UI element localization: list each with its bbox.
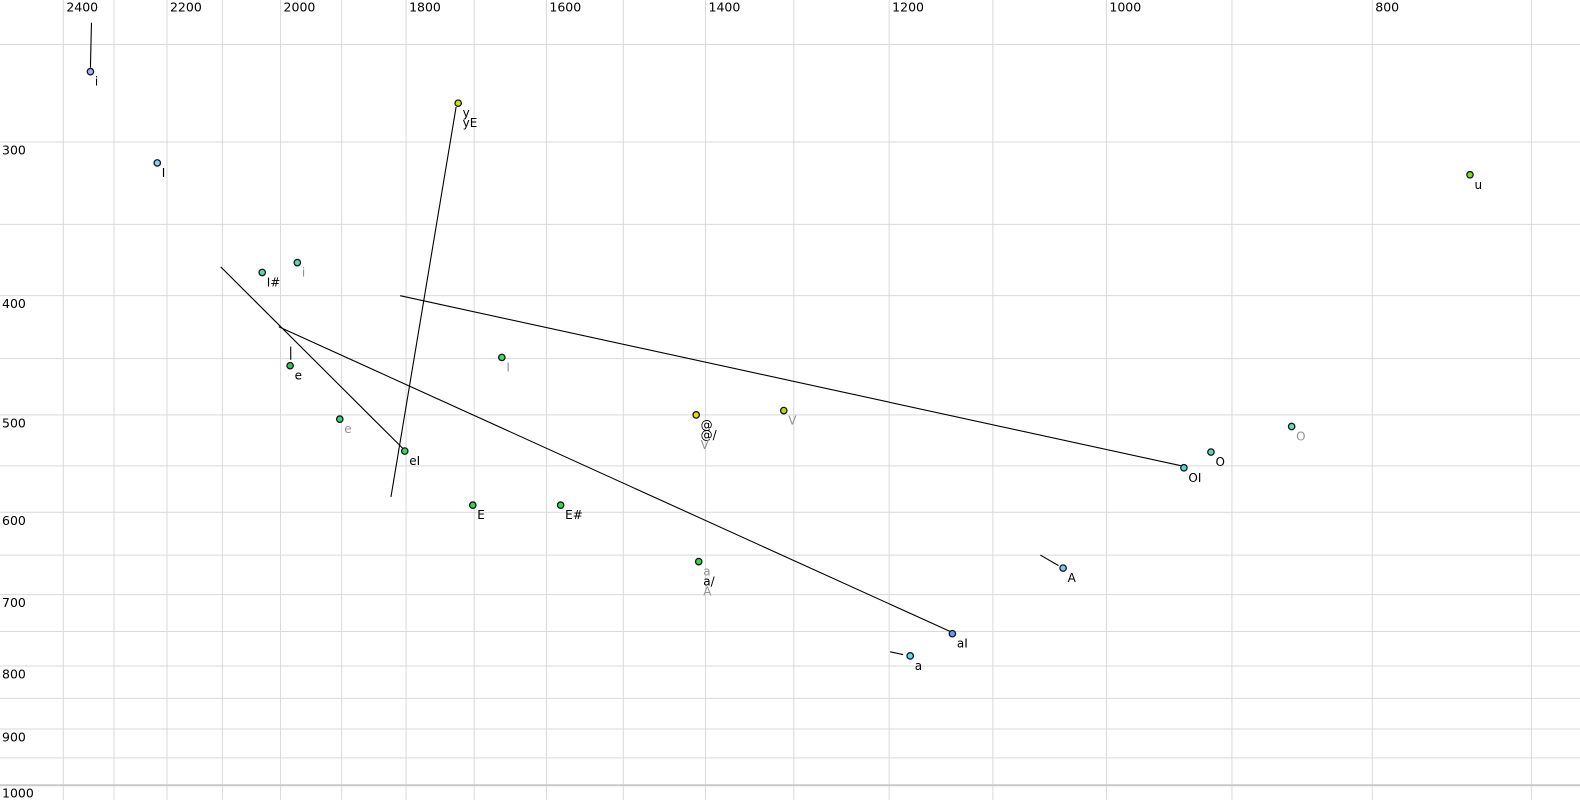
vowel-label-E-hash: E#	[565, 508, 583, 522]
vowel-label-y-1: y	[463, 106, 470, 120]
vowel-label-schwa-3: V	[701, 438, 710, 452]
vowel-label-schwa-2: @/	[701, 428, 718, 442]
trajectory-line-y	[390, 106, 457, 498]
vowel-point-e-black	[286, 361, 294, 370]
y-axis-tick-label: 800	[2, 667, 26, 682]
vowel-point-I-hash	[258, 268, 267, 277]
trajectory-line-a-low	[890, 651, 904, 656]
vowel-label-I-hash: I#	[267, 275, 281, 289]
vowel-label-i-high: i	[95, 75, 98, 89]
trajectory-line-eI	[220, 266, 404, 450]
trajectory-line-i-high	[89, 22, 93, 68]
vowel-point-E	[468, 501, 477, 509]
vowel-label-a-slash-2: a/	[703, 575, 715, 589]
vowel-label-schwa-1: @	[701, 418, 713, 432]
vowel-label-aI: aI	[957, 637, 968, 651]
trajectory-line-A	[1040, 554, 1059, 567]
y-axis-tick-label: 700	[2, 595, 26, 610]
vowel-label-A: A	[1068, 571, 1077, 585]
vowel-label-eI: eI	[409, 454, 420, 468]
x-axis-tick-label: 1200	[892, 0, 924, 15]
trajectory-line-aI	[278, 326, 951, 633]
vowel-label-i-mid: i	[302, 266, 305, 280]
vowel-label-I-high: I	[162, 166, 166, 180]
vowel-point-OI	[1180, 463, 1188, 472]
vowel-point-y	[454, 99, 463, 108]
vowel-point-a-slash	[694, 557, 703, 566]
vowel-label-u: u	[1474, 178, 1482, 192]
vowel-point-E-hash	[556, 501, 565, 509]
x-axis-tick-label: 800	[1375, 0, 1399, 15]
vowel-label-OI: OI	[1188, 471, 1201, 485]
vowel-point-aI	[948, 629, 957, 638]
vowel-label-O-black: O	[1215, 455, 1224, 469]
vowel-point-A	[1059, 564, 1067, 572]
y-axis-tick-label: 400	[2, 296, 26, 311]
vowel-point-schwa	[692, 411, 701, 419]
vowel-point-i-mid	[293, 258, 302, 267]
vowel-label-e-gray: e	[344, 422, 351, 436]
x-axis-tick-label: 2400	[66, 0, 98, 15]
vowel-point-eI	[400, 447, 409, 455]
vowel-point-O-gray	[1287, 422, 1296, 431]
x-axis-tick-label: 1000	[1109, 0, 1141, 15]
vowel-point-i-high	[86, 67, 95, 76]
y-axis-tick-label: 300	[2, 142, 26, 157]
y-axis-tick-label: 600	[2, 513, 26, 528]
vowel-label-a-slash-3: A	[703, 585, 712, 599]
vowel-point-V	[779, 406, 788, 415]
x-axis-tick-label: 1600	[549, 0, 581, 15]
vowel-point-O-black	[1207, 448, 1215, 456]
vowel-label-V: V	[788, 414, 797, 428]
y-axis-tick-label: 500	[2, 415, 26, 430]
y-axis-tick-label: 900	[2, 729, 26, 744]
y-axis-tick-label: 1000	[2, 786, 34, 800]
x-axis-tick-label: 1400	[709, 0, 741, 15]
vowel-point-e-gray	[335, 415, 344, 424]
x-axis-tick-label: 2000	[284, 0, 316, 15]
x-axis-tick-label: 2200	[170, 0, 202, 15]
vowel-point-I-high	[153, 159, 162, 167]
vowel-label-y-2: yE	[463, 116, 478, 130]
vowel-label-a-slash-1: a	[703, 565, 710, 579]
vowel-label-e-black: e	[295, 369, 302, 383]
vowel-label-E: E	[477, 508, 485, 522]
vowel-point-I-gray	[497, 353, 506, 362]
vowel-point-a-low	[906, 652, 915, 660]
vowel-label-I-gray: I	[506, 360, 510, 374]
x-axis-tick-label: 1800	[409, 0, 441, 15]
vowel-label-O-gray: O	[1296, 430, 1305, 444]
vowel-label-a-low: a	[915, 659, 922, 673]
trajectory-line-OI	[400, 295, 1182, 467]
vowel-point-u	[1466, 170, 1474, 179]
